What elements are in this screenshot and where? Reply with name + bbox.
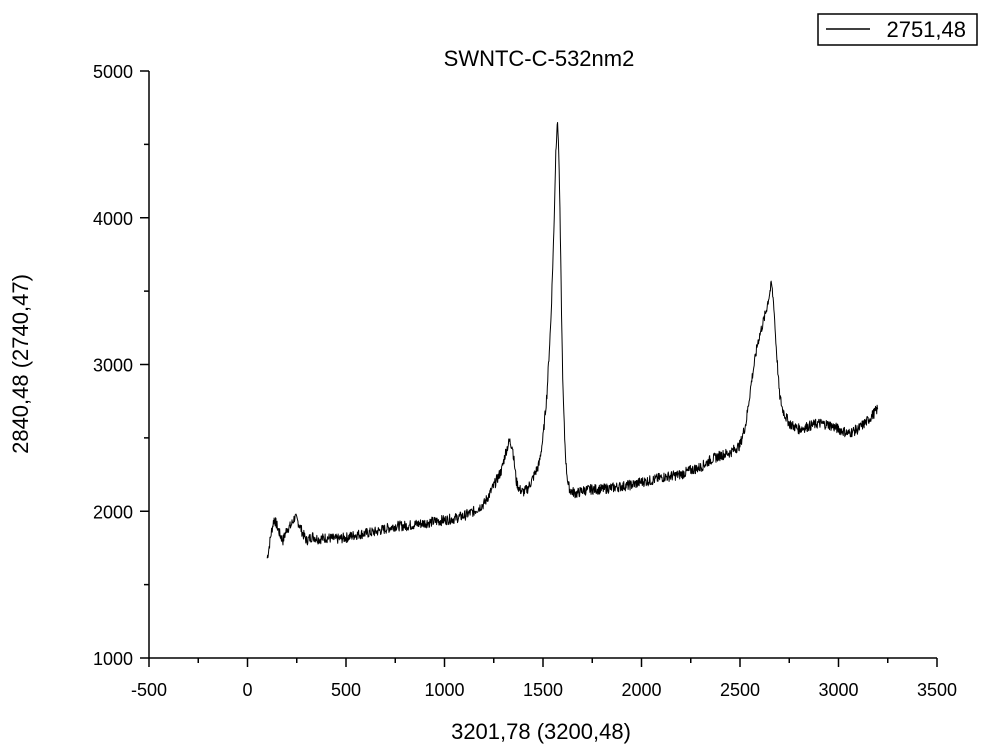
y-tick-label: 2000 xyxy=(93,502,133,522)
y-axis-ticks: 1000 2000 3000 4000 5000 xyxy=(93,62,149,669)
legend-label: 2751,48 xyxy=(886,17,966,42)
x-tick-label: -500 xyxy=(131,680,167,700)
y-tick-label: 1000 xyxy=(93,649,133,669)
legend: 2751,48 xyxy=(817,13,978,46)
x-tick-label: 2500 xyxy=(720,680,760,700)
x-tick-label: 3000 xyxy=(818,680,858,700)
x-axis-ticks: -500 0 500 1000 1500 2000 2500 3000 3500 xyxy=(131,658,957,700)
y-axis-label: 2840,48 (2740,47) xyxy=(8,274,33,454)
chart-title: SWNTC-C-532nm2 xyxy=(444,46,635,71)
y-tick-label: 4000 xyxy=(93,209,133,229)
x-tick-label: 2000 xyxy=(621,680,661,700)
y-tick-label: 3000 xyxy=(93,356,133,376)
x-tick-label: 1000 xyxy=(424,680,464,700)
x-tick-label: 0 xyxy=(242,680,252,700)
series-layer xyxy=(266,122,879,559)
x-axis-label: 3201,78 (3200,48) xyxy=(451,719,631,744)
x-tick-label: 1500 xyxy=(523,680,563,700)
x-tick-label: 500 xyxy=(331,680,361,700)
y-tick-label: 5000 xyxy=(93,62,133,82)
series-line xyxy=(266,122,879,559)
x-tick-label: 3500 xyxy=(917,680,957,700)
